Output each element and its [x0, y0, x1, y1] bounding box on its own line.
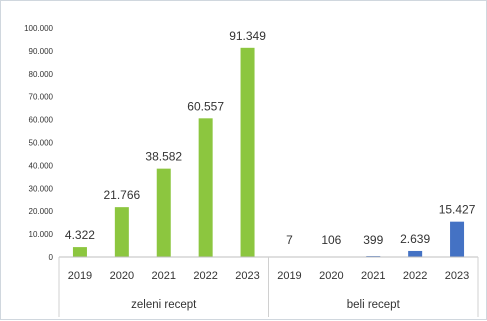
x-tick-label: 2021 [152, 270, 176, 282]
x-tick-label: 2019 [68, 270, 92, 282]
y-tick-label: 40.000 [29, 161, 54, 170]
bar-zeleni-recept-2022 [199, 118, 213, 257]
y-tick-label: 80.000 [29, 70, 54, 79]
data-label: 4.322 [65, 228, 95, 242]
y-tick-label: 20.000 [29, 207, 54, 216]
x-tick-label: 2020 [319, 270, 343, 282]
y-tick-label: 90.000 [29, 47, 54, 56]
data-label: 21.766 [103, 188, 140, 202]
bar-zeleni-recept-2020 [115, 207, 129, 257]
x-tick-label: 2022 [193, 270, 217, 282]
x-tick-label: 2023 [445, 270, 469, 282]
y-tick-label: 60.000 [29, 116, 54, 125]
data-label: 2.639 [400, 232, 430, 246]
y-axis: 0 10.000 20.000 30.000 40.000 50.000 60.000 70.… [24, 24, 53, 262]
y-tick-label: 10.000 [29, 230, 54, 239]
bar-zeleni-recept-2023 [241, 48, 255, 257]
data-label: 38.582 [145, 150, 182, 164]
bars-layer [73, 48, 464, 258]
data-label: 7 [286, 233, 293, 247]
x-tick-label: 2022 [403, 270, 427, 282]
group-label: zeleni recept [131, 299, 197, 311]
data-label: 60.557 [187, 99, 224, 113]
data-label: 91.349 [229, 29, 266, 43]
x-tick-label: 2023 [235, 270, 259, 282]
data-label: 399 [363, 233, 383, 247]
bar-beli-recept-2023 [450, 222, 464, 257]
group-label: beli recept [347, 299, 401, 311]
y-tick-label: 0 [49, 253, 54, 262]
y-tick-label: 100.000 [24, 24, 53, 33]
y-tick-label: 50.000 [29, 139, 54, 148]
x-axis: 2019 2020 2021 2022 2023 zeleni recept 2019 202… [59, 257, 478, 317]
x-tick-label: 2020 [110, 270, 134, 282]
bar-zeleni-recept-2021 [157, 169, 171, 257]
y-tick-label: 70.000 [29, 93, 54, 102]
data-label: 106 [321, 233, 341, 247]
bar-beli-recept-2022 [408, 251, 422, 257]
x-tick-label: 2019 [277, 270, 301, 282]
bar-zeleni-recept-2019 [73, 247, 87, 257]
data-label: 15.427 [439, 203, 476, 217]
x-tick-label: 2021 [361, 270, 385, 282]
y-tick-label: 30.000 [29, 184, 54, 193]
